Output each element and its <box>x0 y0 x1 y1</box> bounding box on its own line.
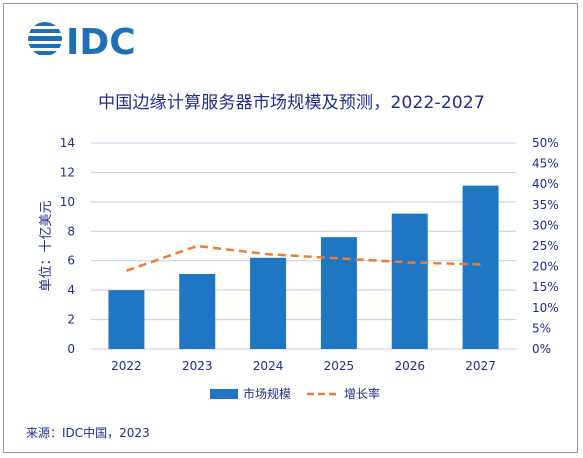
x-axis-ticks: 2022 2023 2024 2025 2026 2027 <box>111 359 496 373</box>
right-axis-ticks: 0% 5% 10% 15% 20% 25% 30% 35% 40% 45% 50% <box>532 136 559 356</box>
bar <box>391 213 428 349</box>
legend-label-line: 增长率 <box>344 386 380 401</box>
idc-logo-graphic: IDC <box>28 22 136 63</box>
y-tick-label: 10 <box>60 195 75 209</box>
y2-tick-label: 0% <box>532 342 551 356</box>
y2-tick-label: 20% <box>532 260 559 274</box>
y2-tick-label: 40% <box>532 177 559 191</box>
y2-tick-label: 5% <box>532 321 551 335</box>
y-tick-label: 14 <box>60 136 75 150</box>
y2-tick-label: 15% <box>532 280 559 294</box>
y2-tick-label: 30% <box>532 218 559 232</box>
y2-tick-label: 25% <box>532 239 559 253</box>
y2-tick-label: 50% <box>532 136 559 150</box>
y-axis-label: 单位：十亿美元 <box>39 200 54 291</box>
bar <box>320 237 357 349</box>
legend: 市场规模 增长率 <box>210 386 380 401</box>
y2-tick-label: 10% <box>532 301 559 315</box>
growth-rate-line <box>126 244 481 272</box>
line-series <box>126 244 481 272</box>
y-tick-label: 2 <box>67 313 75 327</box>
x-tick-label: 2024 <box>253 359 284 373</box>
y2-tick-label: 45% <box>532 157 559 171</box>
bar <box>250 257 287 349</box>
bar <box>179 273 216 349</box>
y-tick-label: 4 <box>67 283 75 297</box>
gridlines <box>91 142 516 350</box>
y-tick-label: 12 <box>60 165 75 179</box>
y2-tick-label: 35% <box>532 198 559 212</box>
source-note: 来源：IDC中国，2023 <box>26 426 150 440</box>
legend-swatch-bar <box>210 389 238 399</box>
left-axis-ticks: 0 2 4 6 8 10 12 14 <box>60 136 75 356</box>
x-tick-label: 2025 <box>324 359 355 373</box>
legend-label-bar: 市场规模 <box>243 386 291 401</box>
x-tick-label: 2026 <box>394 359 425 373</box>
bar <box>108 290 145 349</box>
logo-text: IDC <box>66 22 136 60</box>
chart-title: 中国边缘计算服务器市场规模及预测，2022-2027 <box>98 93 485 113</box>
y-tick-label: 6 <box>67 254 75 268</box>
x-tick-label: 2027 <box>465 359 496 373</box>
bar <box>462 185 499 349</box>
x-tick-label: 2022 <box>111 359 142 373</box>
y-tick-label: 8 <box>67 224 75 238</box>
idc-logo: IDC <box>26 18 146 64</box>
bar-series <box>108 185 499 349</box>
y-tick-label: 0 <box>67 342 75 356</box>
x-tick-label: 2023 <box>182 359 213 373</box>
